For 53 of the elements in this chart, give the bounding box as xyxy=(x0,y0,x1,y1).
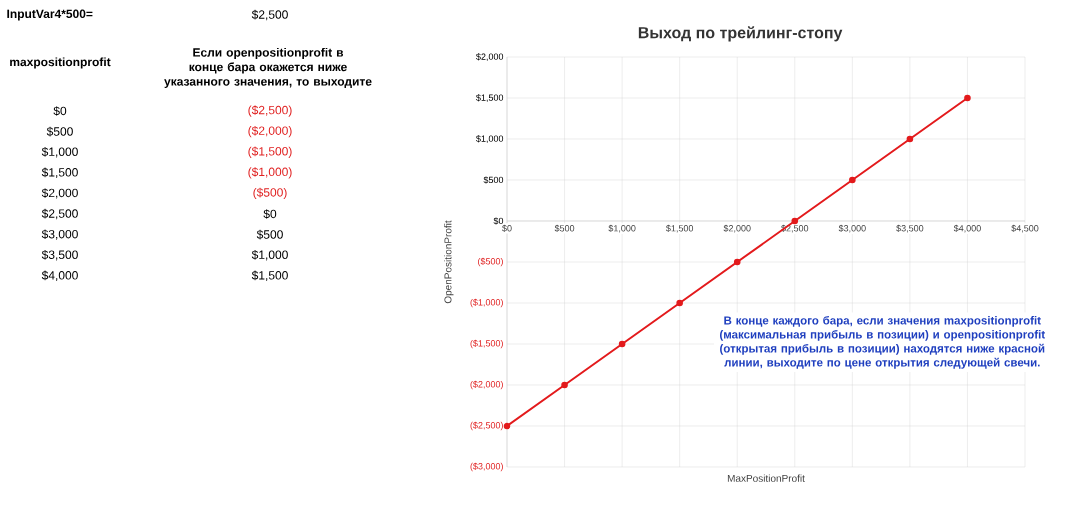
text: $4,000 xyxy=(41,270,78,282)
text: $1,000 xyxy=(41,147,78,158)
x-tick-label: $1,000 xyxy=(608,224,636,233)
point xyxy=(676,299,683,307)
y-tick-label: ($1,500) xyxy=(470,339,503,349)
y-tick-label: ($2,500) xyxy=(470,421,503,431)
x-tick-label: $4,500 xyxy=(1011,224,1039,233)
text: $2,000 xyxy=(41,188,78,199)
x-tick-label: $0 xyxy=(502,224,512,232)
y-tick-label: ($500) xyxy=(478,257,503,267)
text: $1,500 xyxy=(41,167,78,179)
text: ($1,500) xyxy=(248,146,292,158)
y-tick-label: $0 xyxy=(493,217,504,225)
point xyxy=(791,217,799,225)
x-axis-title: MaxPositionProfit xyxy=(727,474,805,482)
point xyxy=(849,176,856,184)
x-tick-label: $3,500 xyxy=(896,224,924,233)
text: ($2,000) xyxy=(248,125,292,138)
text: Если openpositionprofit в конце бара окажется ниже указанного значения, то выходите xyxy=(164,47,372,89)
y-tick-label: ($3,000) xyxy=(470,462,503,472)
text: $2,500 xyxy=(251,9,288,21)
text: $1,000 xyxy=(251,250,288,261)
text: $1,500 xyxy=(251,270,288,282)
text: ($500) xyxy=(253,187,287,200)
text: InputVar4*500= xyxy=(7,9,93,21)
x-tick-label: $1,500 xyxy=(666,224,694,233)
y-axis-title: OpenPositionProfit xyxy=(444,220,454,304)
point xyxy=(503,422,511,430)
y-tick-label: $2,000 xyxy=(476,53,504,61)
y-tick-label: $1,500 xyxy=(476,94,504,102)
y-tick-label: ($2,000) xyxy=(470,380,503,390)
x-tick-label: $3,000 xyxy=(838,224,866,233)
text: $3,500 xyxy=(41,250,78,261)
annotation: В конце каждого бара, если значения maxpositionprofit (максимальная прибыль в позиции) и openpositionprofit (открытая прибыль в позиции) находятся ниже красной линии, выходите по цене открытия следующей свечи. xyxy=(720,315,1045,369)
x-tick-label: $500 xyxy=(554,224,575,232)
text: $2,500 xyxy=(41,208,78,220)
text: $0 xyxy=(263,209,277,219)
y-tick-label: ($1,000) xyxy=(470,298,503,308)
text: $500 xyxy=(46,126,73,137)
point xyxy=(733,258,741,266)
point xyxy=(618,340,626,348)
text: maxpositionprofit xyxy=(10,57,111,69)
y-tick-label: $500 xyxy=(483,176,504,184)
point xyxy=(964,94,971,102)
x-tick-label: $2,000 xyxy=(723,224,751,233)
text: ($1,000) xyxy=(248,167,292,179)
y-tick-label: $1,000 xyxy=(476,135,504,143)
text: ($2,500) xyxy=(248,105,292,117)
x-tick-label: $4,000 xyxy=(953,224,981,233)
point xyxy=(906,135,914,143)
point xyxy=(561,381,568,389)
chart-title: Выход по трейлинг-стопу xyxy=(638,26,843,42)
text: $0 xyxy=(53,106,67,116)
